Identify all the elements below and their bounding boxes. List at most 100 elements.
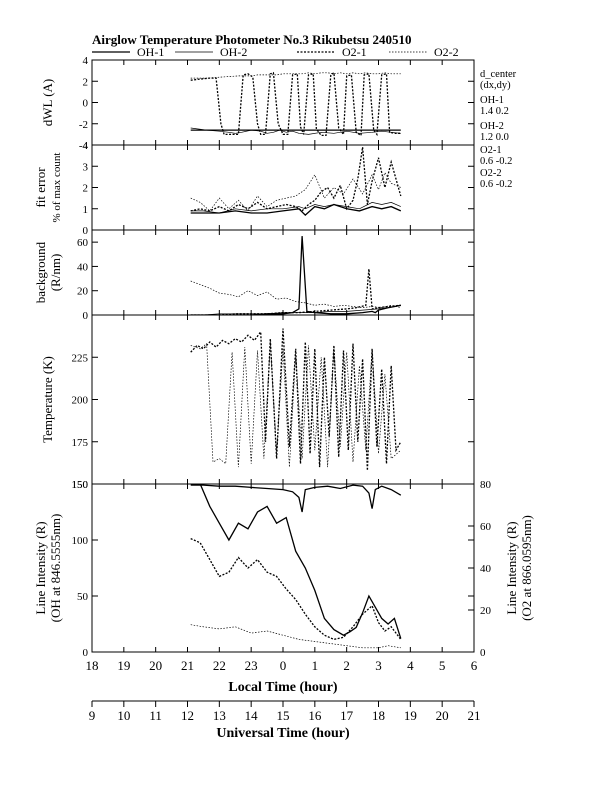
panel-temp: 150 175 200 225 Temperature (K): [40, 314, 475, 491]
x-tick-label: 1: [312, 658, 319, 673]
ut-tick-label: 17: [340, 708, 354, 723]
chart-title: Airglow Temperature Photometer No.3 Riku…: [92, 32, 411, 47]
y-axis-label-right: (O2 at 866.0595nm): [519, 515, 534, 621]
legend-label: O2-2: [434, 45, 459, 59]
x-axis-label: Local Time (hour): [228, 680, 337, 695]
panel-frame: [91, 144, 475, 231]
ut-axis: 9 10 11 12 13 14 15 16 17 18 19 20 21 Universal Time …: [89, 700, 481, 741]
y-right-tick-label: 0: [480, 647, 486, 659]
legend-label: OH-2: [220, 45, 247, 59]
series-line-o2-1: [190, 268, 401, 315]
ut-tick-label: 13: [213, 708, 226, 723]
y-axis-label: Temperature (K): [40, 356, 55, 443]
series-line-o2-1: [190, 328, 402, 471]
y-tick-label: 175: [72, 437, 89, 449]
y-tick-label: 0: [83, 98, 89, 110]
y-right-tick-label: 60: [480, 521, 492, 533]
ut-tick-label: 19: [404, 708, 417, 723]
y-tick-label: 0: [83, 310, 89, 322]
y-axis-label: dWL (A): [40, 79, 55, 127]
panel-dwl: -4 -2 0 2 4 dWL (A): [40, 55, 475, 152]
side-note-name: O2-1: [480, 145, 502, 156]
y-tick-label: 100: [72, 535, 89, 547]
panel-bg: 0 20 40 60 background (R/nm): [33, 229, 475, 322]
y-axis-label: Line Intensity (R): [33, 521, 48, 614]
ut-tick-label: 15: [277, 708, 290, 723]
series-line-o2-1: [190, 538, 402, 641]
legend: OH-1 OH-2 O2-1 O2-2: [92, 45, 459, 59]
x-tick-label: 23: [245, 658, 258, 673]
series-line-oh-1-upper-trace-: [190, 484, 402, 513]
side-note-name: O2-2: [480, 168, 502, 179]
y-tick-label: 40: [77, 261, 89, 273]
x-tick-label: 4: [407, 658, 414, 673]
ut-tick-label: 16: [308, 708, 322, 723]
series-line-oh-1: [190, 236, 401, 315]
legend-label: OH-1: [137, 45, 164, 59]
x-tick-label: 3: [375, 658, 382, 673]
x-tick-label: 19: [117, 658, 130, 673]
y-tick-label: 225: [72, 352, 89, 364]
y-axis-label: (OH at 846.5555nm): [48, 514, 63, 623]
y-tick-label: 1: [83, 204, 89, 216]
panel-frame: [91, 59, 475, 146]
side-note: d_center(dx,dy) OH-11.4 0.2 OH-21.2 0.0 O2-…: [480, 69, 517, 190]
y-axis-label: (R/nm): [48, 254, 63, 292]
ut-tick-label: 14: [245, 708, 259, 723]
side-note-value: 1.2 0.0: [480, 132, 509, 143]
x-tick-label: 18: [86, 658, 99, 673]
y-axis-label: fit error: [33, 167, 48, 208]
side-note-name: OH-2: [480, 121, 504, 132]
y-tick-label: 50: [77, 591, 89, 603]
x-tick-label: 2: [343, 658, 350, 673]
panel-frame: [91, 229, 475, 316]
y-tick-label: 3: [83, 161, 89, 173]
side-note-name: OH-1: [480, 95, 504, 106]
x-tick-label: 20: [149, 658, 162, 673]
y-axis-label-right: Line Intensity (R): [504, 521, 519, 614]
series-line-o2-2: [190, 341, 402, 468]
series-line-o2-1: [190, 71, 401, 137]
series-line-oh-2: [190, 127, 401, 135]
x-tick-label: 22: [213, 658, 226, 673]
panel-frame: [91, 483, 475, 653]
ut-tick-label: 20: [436, 708, 449, 723]
x-tick-label: 6: [471, 658, 478, 673]
series-line-o2-1: [190, 147, 402, 212]
y-axis-label: % of max count: [51, 153, 63, 223]
y-right-tick-label: 20: [480, 605, 492, 617]
series-line-o2-2: [190, 171, 401, 212]
ut-tick-label: 12: [181, 708, 194, 723]
y-tick-label: 0: [83, 225, 89, 237]
x-tick-label: 0: [280, 658, 287, 673]
chart-panels: -4 -2 0 2 4 dWL (A) 0 1 2 3 4 fit error% of max cou…: [33, 55, 534, 659]
side-note-header: d_center: [480, 69, 517, 80]
y-tick-label: 150: [72, 479, 89, 491]
series-line-oh-1: [190, 203, 402, 216]
y-tick-label: 4: [83, 55, 89, 67]
side-note-value: 0.6 -0.2: [480, 156, 512, 167]
y-tick-label: 0: [83, 647, 89, 659]
y-tick-label: 60: [77, 237, 89, 249]
side-note-value: 0.6 -0.2: [480, 179, 512, 190]
y-right-tick-label: 80: [480, 479, 492, 491]
series-line-o2-2: [190, 72, 401, 79]
y-tick-label: -4: [79, 140, 89, 152]
series-line-oh-1: [199, 484, 402, 639]
y-tick-label: 150: [72, 479, 89, 491]
y-right-tick-label: 40: [480, 563, 492, 575]
legend-label: O2-1: [342, 45, 367, 59]
y-tick-label: -2: [79, 119, 88, 131]
series-line-o2-2: [190, 280, 401, 309]
ut-tick-label: 9: [89, 708, 96, 723]
x-tick-label: 21: [181, 658, 194, 673]
ut-tick-label: 10: [117, 708, 130, 723]
y-tick-label: 2: [83, 183, 89, 195]
ut-axis-label: Universal Time (hour): [216, 726, 350, 741]
series-line-oh-2: [190, 202, 401, 214]
y-tick-label: 20: [77, 286, 89, 298]
y-axis-label: background: [33, 241, 48, 303]
y-tick-label: 200: [72, 395, 89, 407]
